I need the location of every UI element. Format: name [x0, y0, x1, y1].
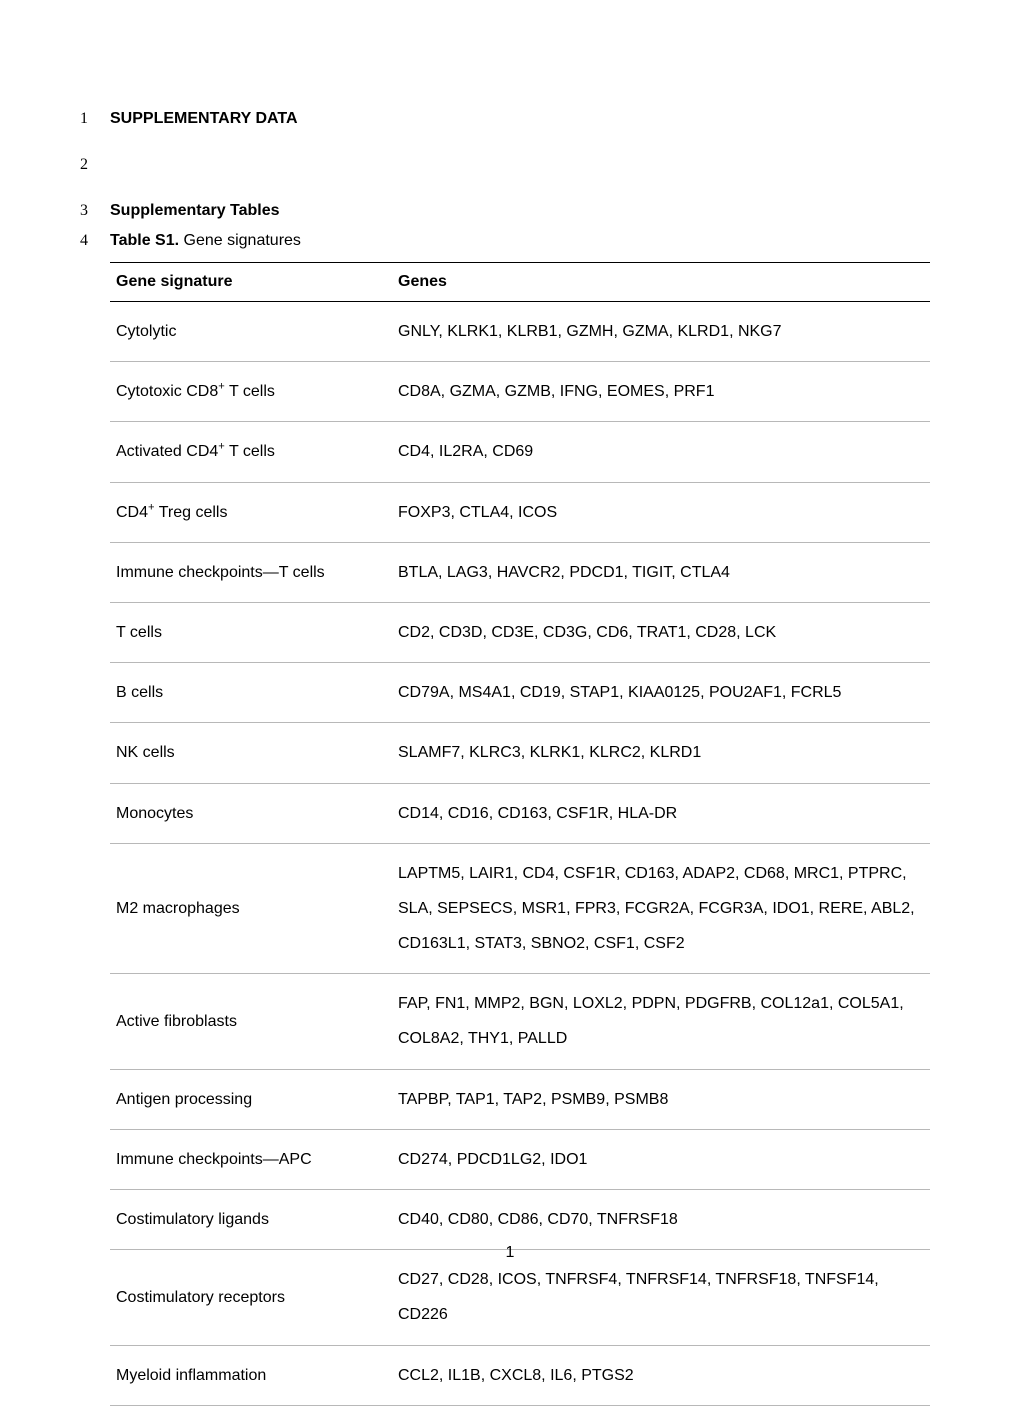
cell-genes: FAP, FN1, MMP2, BGN, LOXL2, PDPN, PDGFRB… — [392, 974, 930, 1069]
cell-genes: CD40, CD80, CD86, CD70, TNFRSF18 — [392, 1190, 930, 1250]
table-row: Myeloid inflammationCCL2, IL1B, CXCL8, I… — [110, 1345, 930, 1405]
table-row: MonocytesCD14, CD16, CD163, CSF1R, HLA-D… — [110, 783, 930, 843]
line-number: 2 — [60, 156, 88, 174]
cell-genes: CD8A, GZMA, GZMB, IFNG, EOMES, PRF1 — [392, 362, 930, 422]
header-genes: Genes — [392, 263, 930, 302]
page-number: 1 — [0, 1244, 1020, 1262]
heading-supplementary-tables: Supplementary Tables — [88, 202, 280, 220]
table-row: Activated CD4+ T cellsCD4, IL2RA, CD69 — [110, 422, 930, 482]
line-number: 1 — [60, 110, 88, 128]
table-caption: Table S1. Gene signatures — [88, 232, 301, 250]
cell-gene-signature: Costimulatory receptors — [110, 1250, 392, 1345]
table-row: Cytotoxic CD8+ T cellsCD8A, GZMA, GZMB, … — [110, 362, 930, 422]
cell-gene-signature: Costimulatory ligands — [110, 1190, 392, 1250]
cell-gene-signature: T cells — [110, 602, 392, 662]
line-1: 1 SUPPLEMENTARY DATA — [60, 110, 920, 128]
cell-genes: CD4, IL2RA, CD69 — [392, 422, 930, 482]
cell-gene-signature: Immune checkpoints—APC — [110, 1129, 392, 1189]
table-row: Antigen processingTAPBP, TAP1, TAP2, PSM… — [110, 1069, 930, 1129]
cell-gene-signature: Myeloid inflammation — [110, 1345, 392, 1405]
line-3: 3 Supplementary Tables — [60, 202, 920, 220]
table-row: T cellsCD2, CD3D, CD3E, CD3G, CD6, TRAT1… — [110, 602, 930, 662]
cell-genes: FOXP3, CTLA4, ICOS — [392, 482, 930, 542]
cell-genes: GNLY, KLRK1, KLRB1, GZMH, GZMA, KLRD1, N… — [392, 302, 930, 362]
cell-gene-signature: CD4+ Treg cells — [110, 482, 392, 542]
table-label: Table S1. — [110, 232, 179, 249]
cell-genes: CD14, CD16, CD163, CSF1R, HLA-DR — [392, 783, 930, 843]
cell-genes: CD274, PDCD1LG2, IDO1 — [392, 1129, 930, 1189]
cell-gene-signature: Cytolytic — [110, 302, 392, 362]
table-row: Immune checkpoints—APCCD274, PDCD1LG2, I… — [110, 1129, 930, 1189]
page: 1 SUPPLEMENTARY DATA 2 3 Supplementary T… — [0, 0, 1020, 1406]
table-header-row: Gene signature Genes — [110, 263, 930, 302]
cell-gene-signature: Active fibroblasts — [110, 974, 392, 1069]
cell-genes: SLAMF7, KLRC3, KLRK1, KLRC2, KLRD1 — [392, 723, 930, 783]
cell-gene-signature: Immune checkpoints—T cells — [110, 542, 392, 602]
table-row: Costimulatory ligandsCD40, CD80, CD86, C… — [110, 1190, 930, 1250]
table-body: CytolyticGNLY, KLRK1, KLRB1, GZMH, GZMA,… — [110, 302, 930, 1406]
cell-gene-signature: M2 macrophages — [110, 843, 392, 974]
table-row: NK cellsSLAMF7, KLRC3, KLRK1, KLRC2, KLR… — [110, 723, 930, 783]
line-4: 4 Table S1. Gene signatures — [60, 232, 920, 250]
cell-gene-signature: B cells — [110, 663, 392, 723]
cell-gene-signature: Activated CD4+ T cells — [110, 422, 392, 482]
table-row: M2 macrophagesLAPTM5, LAIR1, CD4, CSF1R,… — [110, 843, 930, 974]
table-row: CytolyticGNLY, KLRK1, KLRB1, GZMH, GZMA,… — [110, 302, 930, 362]
table-row: B cellsCD79A, MS4A1, CD19, STAP1, KIAA01… — [110, 663, 930, 723]
cell-genes: CD2, CD3D, CD3E, CD3G, CD6, TRAT1, CD28,… — [392, 602, 930, 662]
cell-genes: LAPTM5, LAIR1, CD4, CSF1R, CD163, ADAP2,… — [392, 843, 930, 974]
heading-supplementary-data: SUPPLEMENTARY DATA — [88, 110, 298, 128]
gene-signatures-table-wrap: Gene signature Genes CytolyticGNLY, KLRK… — [110, 262, 920, 1406]
table-row: CD4+ Treg cellsFOXP3, CTLA4, ICOS — [110, 482, 930, 542]
cell-gene-signature: Cytotoxic CD8+ T cells — [110, 362, 392, 422]
cell-genes: CD79A, MS4A1, CD19, STAP1, KIAA0125, POU… — [392, 663, 930, 723]
line-2: 2 — [60, 156, 920, 174]
cell-gene-signature: NK cells — [110, 723, 392, 783]
cell-genes: CCL2, IL1B, CXCL8, IL6, PTGS2 — [392, 1345, 930, 1405]
cell-genes: TAPBP, TAP1, TAP2, PSMB9, PSMB8 — [392, 1069, 930, 1129]
cell-gene-signature: Antigen processing — [110, 1069, 392, 1129]
cell-gene-signature: Monocytes — [110, 783, 392, 843]
table-title: Gene signatures — [179, 232, 301, 249]
header-gene-signature: Gene signature — [110, 263, 392, 302]
table-row: Active fibroblastsFAP, FN1, MMP2, BGN, L… — [110, 974, 930, 1069]
table-row: Costimulatory receptorsCD27, CD28, ICOS,… — [110, 1250, 930, 1345]
line-number: 4 — [60, 232, 88, 250]
gene-signatures-table: Gene signature Genes CytolyticGNLY, KLRK… — [110, 262, 930, 1406]
cell-genes: CD27, CD28, ICOS, TNFRSF4, TNFRSF14, TNF… — [392, 1250, 930, 1345]
table-row: Immune checkpoints—T cellsBTLA, LAG3, HA… — [110, 542, 930, 602]
line-number: 3 — [60, 202, 88, 220]
cell-genes: BTLA, LAG3, HAVCR2, PDCD1, TIGIT, CTLA4 — [392, 542, 930, 602]
